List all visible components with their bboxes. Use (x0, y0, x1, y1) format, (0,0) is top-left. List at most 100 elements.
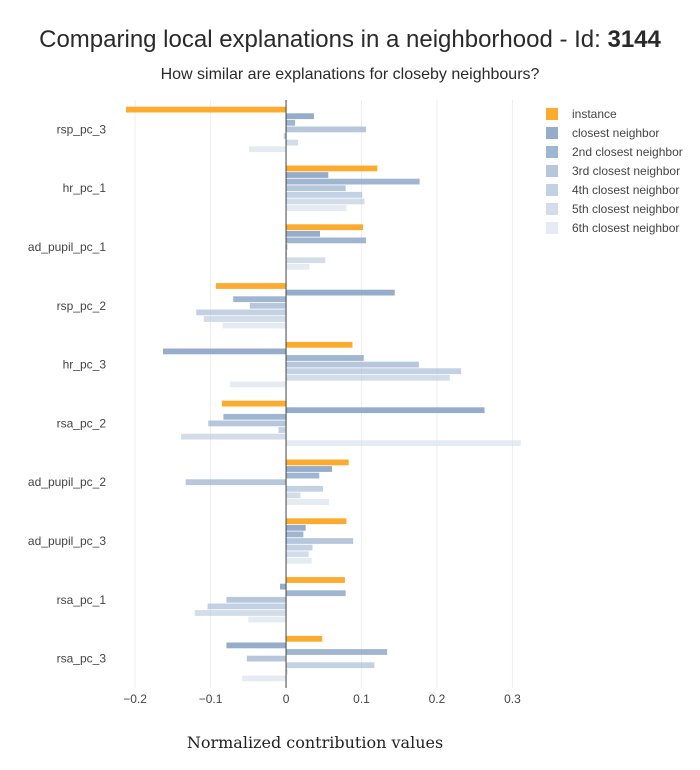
x-tick-labels: −0.2 −0.1 0 0.1 0.2 0.3 (123, 692, 521, 706)
bar-hr_pc_3-closest-neighbor[interactable] (163, 348, 287, 355)
bar-ad_pupil_pc_3-closest-neighbor[interactable] (286, 524, 306, 531)
bar-rsa_pc_1-4th-closest-neighbor[interactable] (207, 603, 287, 610)
bar-rsp_pc_2-4th-closest-neighbor[interactable] (196, 309, 287, 316)
bar-ad_pupil_pc_1-3rd-closest-neighbor[interactable] (286, 244, 288, 250)
bar-hr_pc_1-4th-closest-neighbor[interactable] (286, 191, 363, 198)
bar-rsa_pc_3-5th-closest-neighbor[interactable] (286, 668, 288, 675)
bar-rsa_pc_1-2nd-closest-neighbor[interactable] (286, 590, 346, 597)
bar-rsa_pc_3-closest-neighbor[interactable] (226, 642, 287, 649)
x-tick-label: −0.2 (123, 692, 147, 706)
bar-rsa_pc_1-instance[interactable] (286, 577, 345, 583)
bar-rsa_pc_2-2nd-closest-neighbor[interactable] (223, 413, 287, 420)
bar-ad_pupil_pc_1-closest-neighbor[interactable] (286, 230, 320, 237)
bar-rsa_pc_3-4th-closest-neighbor[interactable] (286, 662, 375, 669)
bar-hr_pc_3-3rd-closest-neighbor[interactable] (286, 361, 419, 368)
bar-ad_pupil_pc_3-6th-closest-neighbor[interactable] (286, 557, 312, 564)
grid-lines (134, 100, 513, 688)
legend-label[interactable]: closest neighbor (572, 126, 659, 140)
bar-rsa_pc_1-closest-neighbor[interactable] (280, 583, 287, 590)
legend-swatch[interactable] (546, 108, 558, 120)
legend-label[interactable]: 2nd closest neighbor (572, 145, 683, 159)
bar-rsp_pc_3-6th-closest-neighbor[interactable] (249, 146, 287, 153)
bar-rsa_pc_2-closest-neighbor[interactable] (286, 407, 485, 414)
bar-hr_pc_3-instance[interactable] (286, 341, 353, 348)
y-tick-label: ad_pupil_pc_1 (28, 240, 106, 254)
legend-label[interactable]: 5th closest neighbor (572, 202, 679, 216)
bar-rsp_pc_3-4th-closest-neighbor[interactable] (283, 133, 287, 139)
bar-ad_pupil_pc_3-3rd-closest-neighbor[interactable] (286, 538, 354, 544)
legend-swatch[interactable] (546, 184, 558, 196)
bar-hr_pc_1-2nd-closest-neighbor[interactable] (286, 178, 420, 185)
bar-rsa_pc_3-instance[interactable] (286, 635, 323, 642)
bar-rsp_pc_3-5th-closest-neighbor[interactable] (286, 139, 299, 146)
legend-label[interactable]: 4th closest neighbor (572, 183, 679, 197)
bar-rsa_pc_3-2nd-closest-neighbor[interactable] (286, 649, 388, 655)
bar-ad_pupil_pc_2-instance[interactable] (286, 459, 349, 466)
bar-rsa_pc_2-4th-closest-neighbor[interactable] (278, 427, 287, 433)
bar-ad_pupil_pc_3-instance[interactable] (286, 518, 347, 525)
bar-rsp_pc_2-5th-closest-neighbor[interactable] (203, 316, 287, 322)
legend-swatch[interactable] (546, 165, 558, 177)
y-tick-label: rsa_pc_2 (57, 416, 107, 430)
y-tick-label: ad_pupil_pc_2 (28, 475, 106, 489)
bar-rsa_pc_1-6th-closest-neighbor[interactable] (248, 616, 287, 623)
x-tick-label: 0.1 (353, 692, 370, 706)
bar-hr_pc_1-closest-neighbor[interactable] (286, 172, 329, 178)
y-tick-label: ad_pupil_pc_3 (28, 534, 106, 548)
bar-rsa_pc_1-5th-closest-neighbor[interactable] (194, 610, 287, 616)
bar-ad_pupil_pc_1-instance[interactable] (286, 224, 364, 231)
bar-ad_pupil_pc_1-6th-closest-neighbor[interactable] (286, 263, 310, 270)
y-tick-label: rsp_pc_2 (57, 299, 107, 313)
bar-rsa_pc_3-3rd-closest-neighbor[interactable] (246, 655, 287, 662)
bar-rsp_pc_3-instance[interactable] (126, 106, 287, 113)
bar-rsp_pc_3-2nd-closest-neighbor[interactable] (286, 119, 296, 126)
bar-rsp_pc_3-3rd-closest-neighbor[interactable] (286, 126, 367, 133)
bar-rsa_pc_2-6th-closest-neighbor[interactable] (286, 440, 521, 447)
bar-ad_pupil_pc_3-2nd-closest-neighbor[interactable] (286, 531, 304, 538)
bar-rsa_pc_1-3rd-closest-neighbor[interactable] (226, 596, 287, 603)
bar-rsa_pc_2-instance[interactable] (221, 400, 287, 407)
legend-swatch[interactable] (546, 222, 558, 234)
bar-hr_pc_1-instance[interactable] (286, 165, 378, 172)
y-tick-label: hr_pc_3 (63, 358, 107, 372)
bar-ad_pupil_pc_2-2nd-closest-neighbor[interactable] (286, 472, 320, 479)
bar-hr_pc_3-6th-closest-neighbor[interactable] (230, 381, 287, 388)
bars (126, 106, 521, 682)
bar-ad_pupil_pc_3-5th-closest-neighbor[interactable] (286, 551, 309, 558)
bar-hr_pc_1-3rd-closest-neighbor[interactable] (286, 185, 346, 192)
bar-rsp_pc_2-6th-closest-neighbor[interactable] (222, 322, 287, 329)
bar-rsa_pc_2-3rd-closest-neighbor[interactable] (208, 420, 287, 427)
bar-rsp_pc_2-3rd-closest-neighbor[interactable] (249, 302, 287, 309)
legend-swatch[interactable] (546, 146, 558, 158)
bar-ad_pupil_pc_2-5th-closest-neighbor[interactable] (286, 492, 301, 499)
bar-ad_pupil_pc_2-3rd-closest-neighbor[interactable] (185, 479, 287, 486)
bar-hr_pc_3-2nd-closest-neighbor[interactable] (286, 355, 364, 361)
bar-rsp_pc_3-closest-neighbor[interactable] (286, 113, 314, 120)
legend-swatch[interactable] (546, 203, 558, 215)
legend-label[interactable]: instance (572, 107, 617, 121)
bar-rsa_pc_2-5th-closest-neighbor[interactable] (181, 433, 287, 440)
bar-hr_pc_3-5th-closest-neighbor[interactable] (286, 374, 450, 381)
x-tick-label: 0.2 (429, 692, 446, 706)
x-axis-label: Normalized contribution values (186, 733, 444, 752)
legend-swatch[interactable] (546, 127, 558, 139)
legend-label[interactable]: 3rd closest neighbor (572, 164, 680, 178)
bar-hr_pc_3-4th-closest-neighbor[interactable] (286, 368, 462, 375)
bar-hr_pc_1-6th-closest-neighbor[interactable] (286, 205, 347, 211)
bar-ad_pupil_pc_2-4th-closest-neighbor[interactable] (286, 485, 324, 492)
bar-rsa_pc_3-6th-closest-neighbor[interactable] (242, 675, 287, 682)
bar-ad_pupil_pc_2-6th-closest-neighbor[interactable] (286, 499, 330, 505)
bar-hr_pc_1-5th-closest-neighbor[interactable] (286, 198, 365, 205)
x-tick-label: 0.3 (504, 692, 521, 706)
bar-rsp_pc_2-instance[interactable] (215, 283, 287, 289)
legend-label[interactable]: 6th closest neighbor (572, 221, 679, 235)
bar-ad_pupil_pc_1-2nd-closest-neighbor[interactable] (286, 237, 367, 244)
bar-ad_pupil_pc_2-closest-neighbor[interactable] (286, 466, 333, 472)
bar-rsp_pc_2-2nd-closest-neighbor[interactable] (233, 296, 287, 303)
bar-rsp_pc_2-closest-neighbor[interactable] (286, 289, 395, 296)
legend[interactable]: instance closest neighbor 2nd closest neig… (546, 107, 683, 235)
bar-ad_pupil_pc_3-4th-closest-neighbor[interactable] (286, 544, 313, 551)
bar-ad_pupil_pc_1-5th-closest-neighbor[interactable] (286, 257, 326, 264)
y-tick-label: hr_pc_1 (63, 181, 107, 195)
